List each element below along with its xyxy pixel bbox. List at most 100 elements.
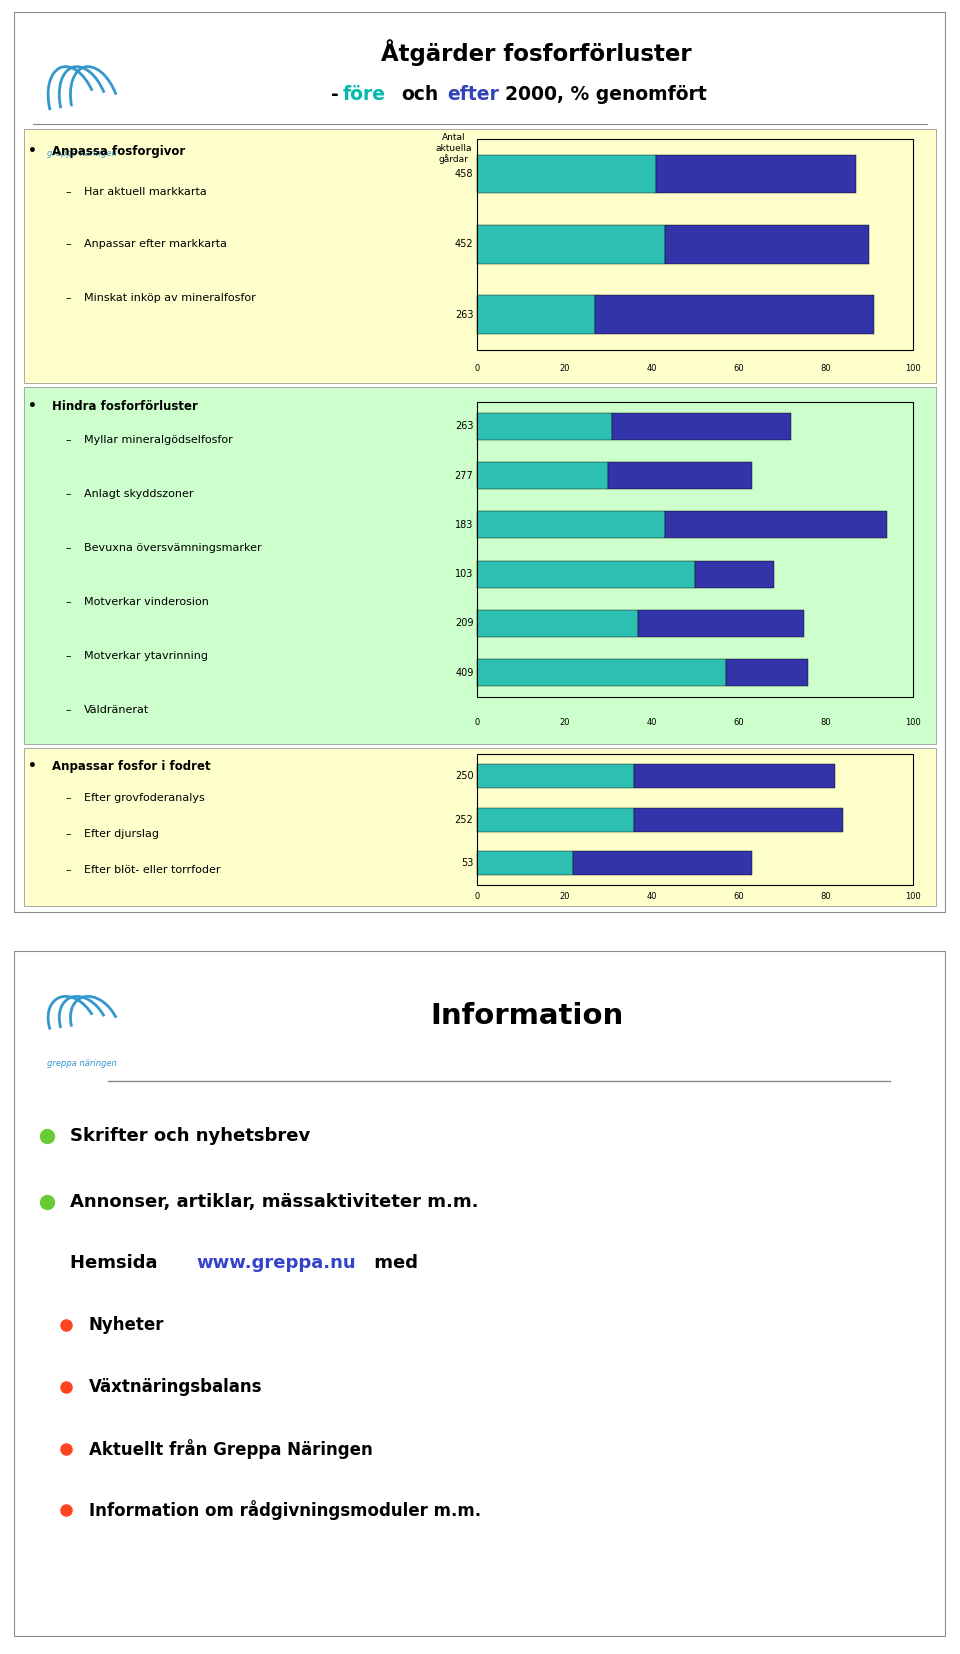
- Text: –: –: [65, 240, 71, 250]
- Text: –: –: [65, 293, 71, 303]
- Text: www.greppa.nu: www.greppa.nu: [196, 1254, 355, 1272]
- Bar: [664, 225, 870, 263]
- Bar: [477, 511, 664, 539]
- Text: Efter djurslag: Efter djurslag: [84, 829, 159, 839]
- Bar: [477, 296, 595, 334]
- Bar: [477, 610, 638, 637]
- Bar: [695, 561, 774, 587]
- Text: Anpassar efter markkarta: Anpassar efter markkarta: [84, 240, 228, 250]
- Bar: [726, 658, 808, 686]
- Text: 2000, % genomfört: 2000, % genomfört: [505, 84, 707, 104]
- Bar: [24, 129, 936, 384]
- Text: Anlagt skyddszoner: Anlagt skyddszoner: [84, 490, 194, 500]
- Bar: [595, 296, 874, 334]
- Text: Efter blöt- eller torrfoder: Efter blöt- eller torrfoder: [84, 865, 221, 875]
- Text: Information om rådgivningsmoduler m.m.: Information om rådgivningsmoduler m.m.: [89, 1500, 481, 1520]
- Text: –: –: [65, 543, 71, 552]
- Text: –: –: [65, 187, 71, 197]
- Text: Har aktuell markkarta: Har aktuell markkarta: [84, 187, 207, 197]
- Text: 409: 409: [455, 668, 473, 678]
- Text: –: –: [65, 490, 71, 500]
- Text: 60: 60: [733, 364, 744, 372]
- Text: •: •: [29, 759, 37, 772]
- Text: 40: 40: [646, 718, 657, 728]
- Text: och: och: [401, 84, 438, 104]
- Text: –: –: [65, 865, 71, 875]
- Text: greppa näringen: greppa näringen: [47, 1059, 117, 1068]
- Text: 209: 209: [455, 619, 473, 629]
- Text: 103: 103: [455, 569, 473, 579]
- Text: 452: 452: [455, 240, 473, 250]
- Text: 40: 40: [646, 892, 657, 901]
- Text: Antal
aktuella
gårdar: Antal aktuella gårdar: [436, 134, 472, 164]
- Text: 100: 100: [905, 892, 921, 901]
- Text: 458: 458: [455, 169, 473, 179]
- Text: 263: 263: [455, 309, 473, 319]
- Bar: [608, 461, 752, 490]
- Text: –: –: [65, 652, 71, 662]
- Text: 60: 60: [733, 892, 744, 901]
- Text: Hindra fosforförluster: Hindra fosforförluster: [52, 400, 198, 414]
- Text: Aktuellt från Greppa Näringen: Aktuellt från Greppa Näringen: [89, 1439, 372, 1459]
- Bar: [477, 764, 635, 789]
- Bar: [477, 402, 913, 698]
- Text: 0: 0: [474, 892, 480, 901]
- Bar: [24, 748, 936, 906]
- Text: –: –: [65, 435, 71, 445]
- Text: Motverkar vinderosion: Motverkar vinderosion: [84, 597, 209, 607]
- Text: Bevuxna översvämningsmarker: Bevuxna översvämningsmarker: [84, 543, 262, 552]
- Bar: [612, 414, 791, 440]
- Text: 80: 80: [821, 364, 831, 372]
- Bar: [477, 139, 913, 351]
- Text: 53: 53: [461, 858, 473, 868]
- Text: 183: 183: [455, 519, 473, 529]
- Bar: [477, 155, 656, 194]
- Text: Myllar mineralgödselfosfor: Myllar mineralgödselfosfor: [84, 435, 233, 445]
- Bar: [638, 610, 804, 637]
- Text: Nyheter: Nyheter: [89, 1317, 164, 1335]
- Bar: [635, 764, 834, 789]
- Text: Väldränerat: Väldränerat: [84, 705, 150, 715]
- Text: före: före: [342, 84, 385, 104]
- Bar: [477, 658, 726, 686]
- Text: 80: 80: [821, 892, 831, 901]
- Bar: [477, 852, 573, 875]
- Text: •: •: [29, 144, 37, 159]
- Text: 0: 0: [474, 718, 480, 728]
- Text: Skrifter och nyhetsbrev: Skrifter och nyhetsbrev: [70, 1128, 310, 1145]
- Bar: [477, 461, 608, 490]
- Text: 0: 0: [474, 364, 480, 372]
- Text: 250: 250: [455, 771, 473, 781]
- Text: Anpassar fosfor i fodret: Anpassar fosfor i fodret: [52, 759, 210, 772]
- Text: 252: 252: [455, 815, 473, 825]
- Text: 40: 40: [646, 364, 657, 372]
- Text: med: med: [369, 1254, 419, 1272]
- Text: 80: 80: [821, 718, 831, 728]
- Text: –: –: [65, 705, 71, 715]
- Text: Åtgärder fosforförluster: Åtgärder fosforförluster: [380, 38, 691, 66]
- Text: Växtnäringsbalans: Växtnäringsbalans: [89, 1378, 262, 1396]
- Bar: [573, 852, 752, 875]
- Bar: [477, 414, 612, 440]
- Bar: [24, 387, 936, 744]
- Text: Hemsida: Hemsida: [70, 1254, 164, 1272]
- Text: -: -: [330, 84, 339, 104]
- Text: Annonser, artiklar, mässaktiviteter m.m.: Annonser, artiklar, mässaktiviteter m.m.: [70, 1193, 479, 1211]
- Text: 20: 20: [559, 892, 569, 901]
- Text: Motverkar ytavrinning: Motverkar ytavrinning: [84, 652, 208, 662]
- Text: Anpassa fosforgivor: Anpassa fosforgivor: [52, 146, 185, 157]
- Bar: [477, 754, 913, 885]
- Bar: [664, 511, 887, 539]
- Text: Minskat inköp av mineralfosfor: Minskat inköp av mineralfosfor: [84, 293, 256, 303]
- Text: •: •: [29, 399, 37, 414]
- Text: 20: 20: [559, 718, 569, 728]
- Text: greppa näringen: greppa näringen: [47, 149, 117, 157]
- Text: –: –: [65, 829, 71, 839]
- Text: 263: 263: [455, 422, 473, 432]
- Text: 100: 100: [905, 718, 921, 728]
- Text: 100: 100: [905, 364, 921, 372]
- Text: Efter grovfoderanalys: Efter grovfoderanalys: [84, 792, 205, 802]
- Text: –: –: [65, 597, 71, 607]
- Bar: [477, 807, 635, 832]
- Bar: [477, 225, 664, 263]
